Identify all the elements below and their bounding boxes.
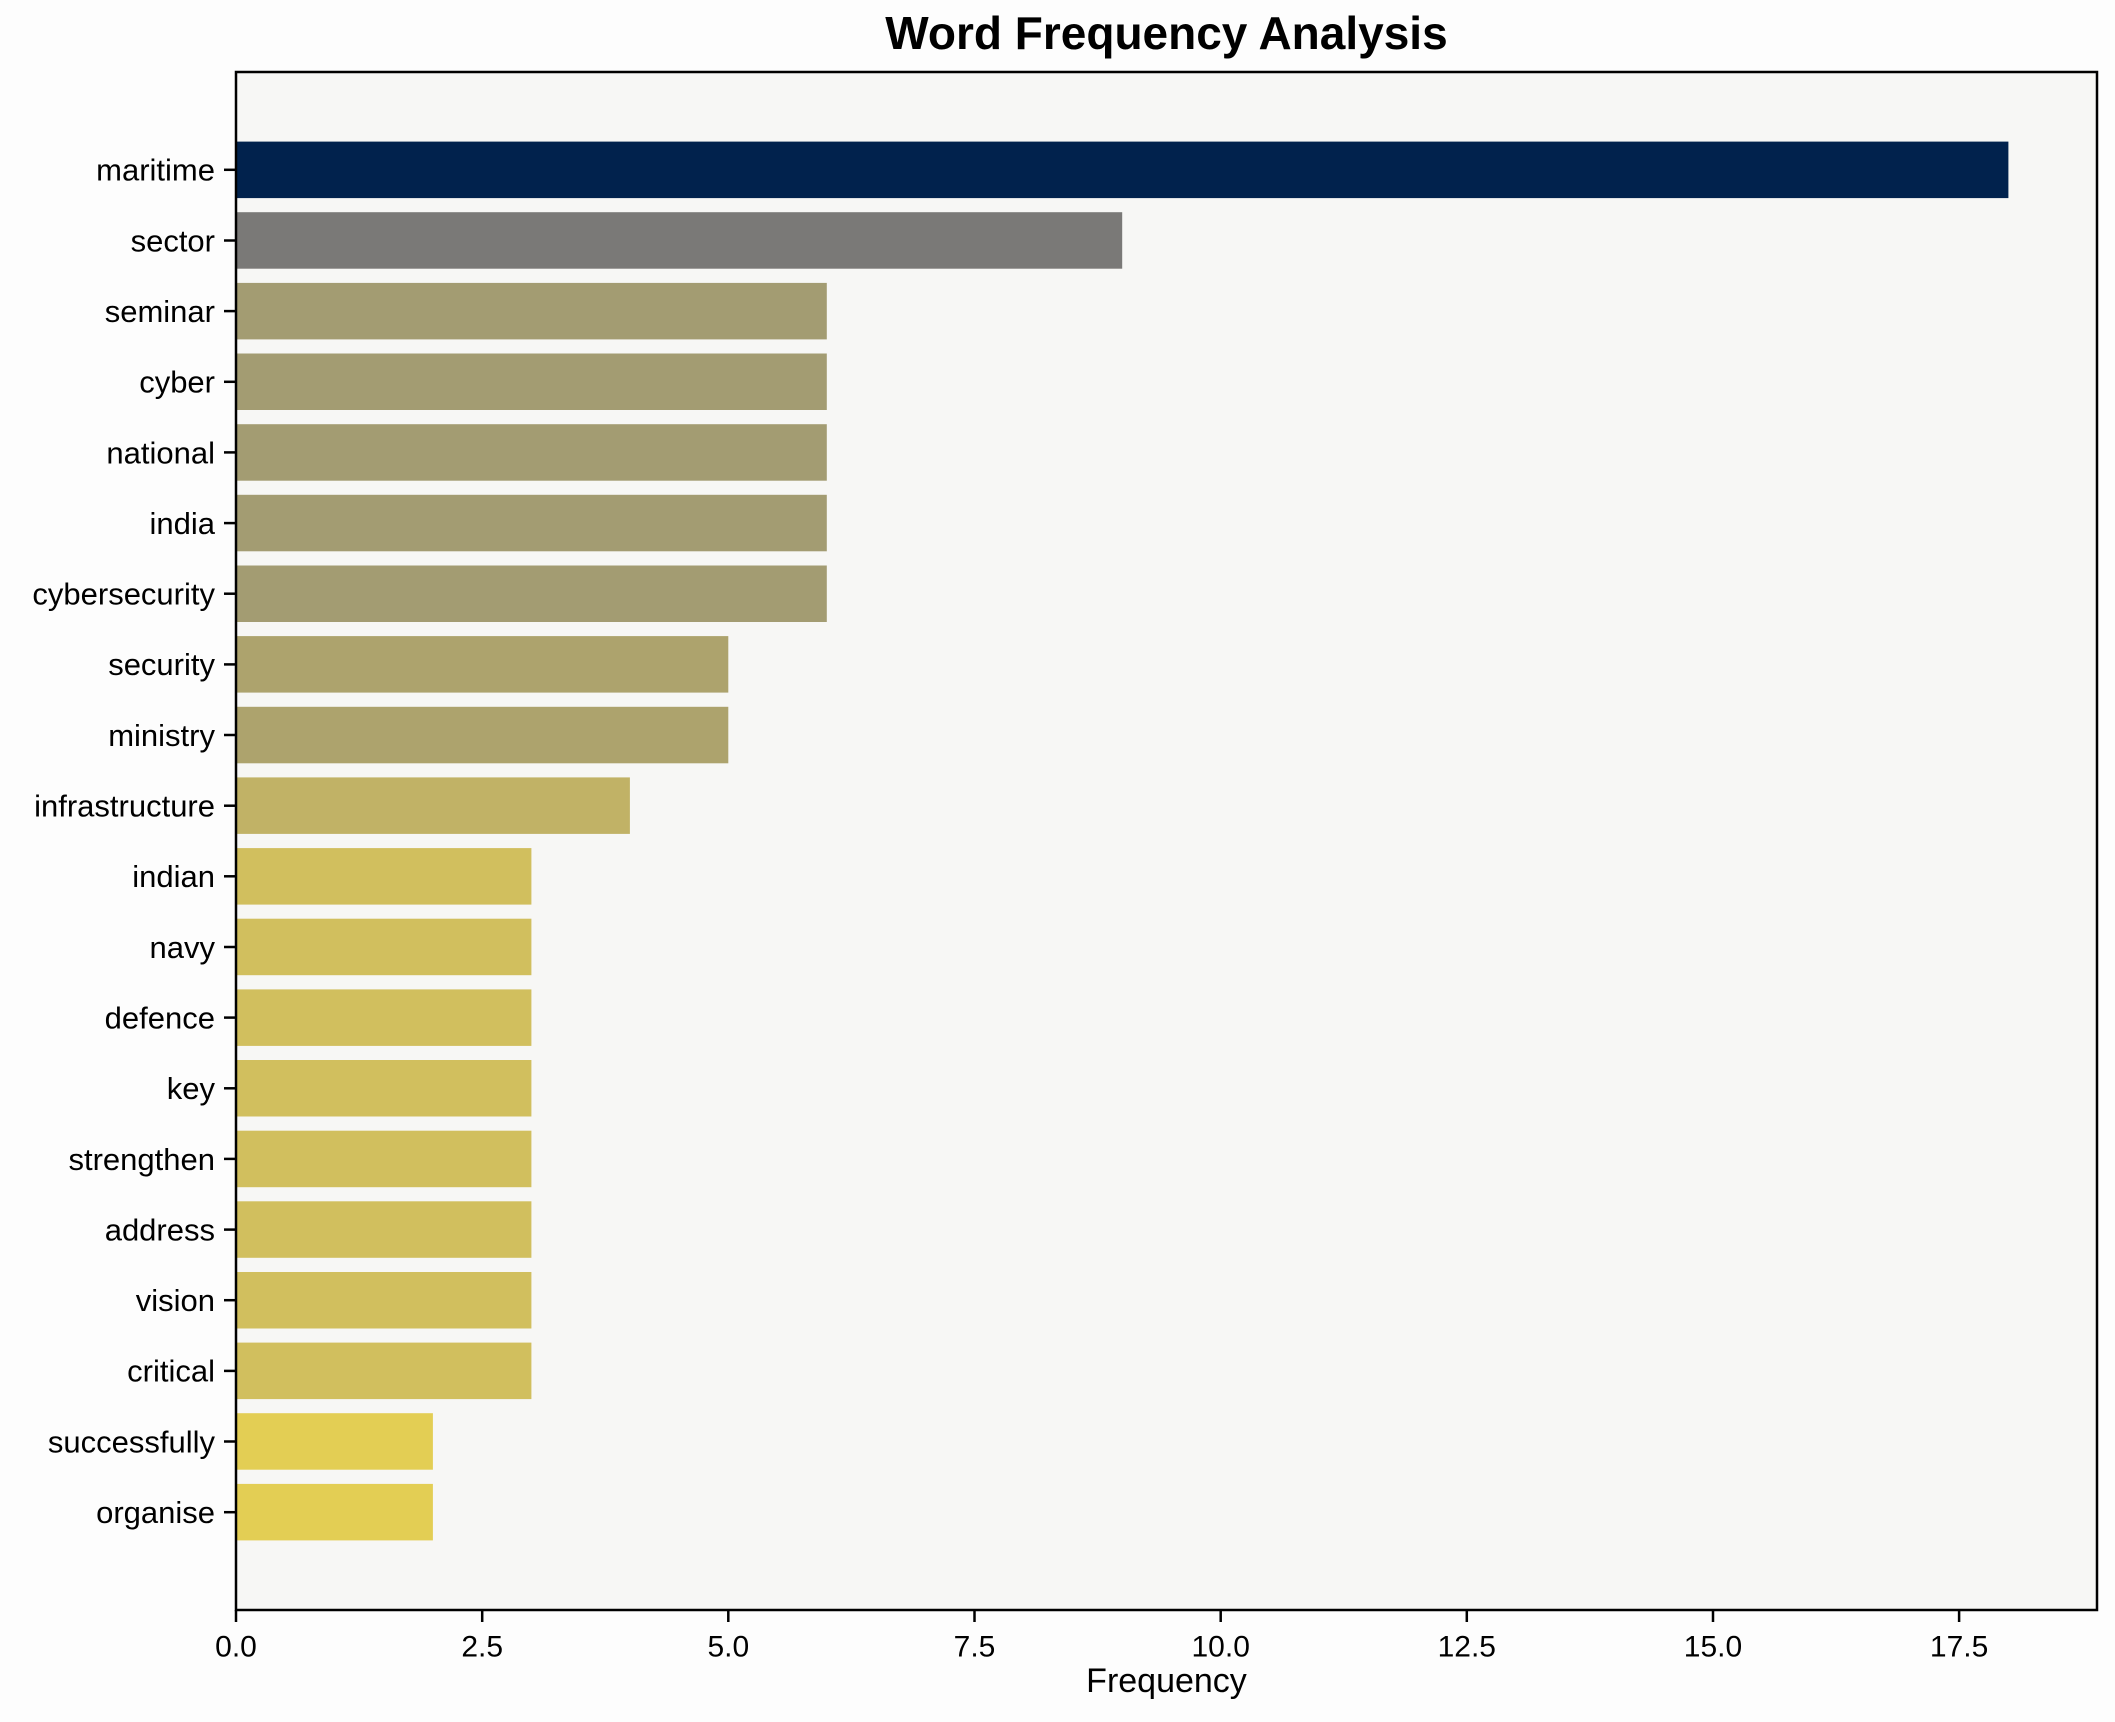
y-tick-label: national <box>106 435 215 470</box>
y-tick-label: security <box>108 647 215 682</box>
y-tick-label: critical <box>127 1354 215 1389</box>
bar-ministry <box>236 706 729 764</box>
bar-organise <box>236 1483 433 1541</box>
axes-box <box>234 70 2099 1612</box>
bar-seminar <box>236 282 827 340</box>
y-tick-label: maritime <box>96 153 215 188</box>
y-tick-label: navy <box>150 930 216 965</box>
bar-security <box>236 636 729 693</box>
x-tick-label: 15.0 <box>1684 1631 1742 1664</box>
y-tick-label: successfully <box>48 1424 216 1459</box>
y-tick-label: defence <box>105 1001 215 1036</box>
bar-maritime <box>236 141 2009 199</box>
bar-national <box>236 424 827 481</box>
y-tick-label: infrastructure <box>34 789 215 824</box>
y-tick-label: cyber <box>139 365 215 400</box>
bar-defence <box>236 989 532 1046</box>
y-tick-label: seminar <box>105 294 215 329</box>
y-tick-label: strengthen <box>69 1142 216 1177</box>
bar-critical <box>236 1342 532 1400</box>
y-tick-label: sector <box>131 223 215 258</box>
bar-navy <box>236 918 532 976</box>
y-tick-label: cybersecurity <box>32 577 215 612</box>
bar-address <box>236 1201 532 1258</box>
bar-sector <box>236 212 1123 269</box>
y-tick-label: india <box>150 506 216 541</box>
chart-title: Word Frequency Analysis <box>885 7 1448 59</box>
y-tick-label: indian <box>132 859 215 894</box>
bar-cyber <box>236 353 827 410</box>
y-tick-label: organise <box>96 1495 215 1530</box>
x-axis-label: Frequency <box>1086 1662 1247 1700</box>
y-tick-label: ministry <box>108 718 215 753</box>
bar-successfully <box>236 1413 433 1470</box>
bar-key <box>236 1060 532 1117</box>
bar-infrastructure <box>236 777 630 834</box>
y-tick-label: key <box>167 1071 216 1106</box>
y-tick-label: address <box>105 1212 215 1247</box>
bar-india <box>236 494 827 552</box>
bar-cybersecurity <box>236 565 827 622</box>
bar-indian <box>236 848 532 905</box>
x-tick-label: 17.5 <box>1930 1631 1988 1664</box>
x-tick-label: 12.5 <box>1438 1631 1496 1664</box>
x-tick-label: 10.0 <box>1192 1631 1250 1664</box>
x-tick-label: 5.0 <box>707 1631 749 1664</box>
bar-vision <box>236 1272 532 1329</box>
bar-strengthen <box>236 1130 532 1188</box>
y-tick-label: vision <box>136 1283 215 1318</box>
x-tick-label: 7.5 <box>954 1631 996 1664</box>
x-tick-label: 2.5 <box>461 1631 503 1664</box>
x-tick-label: 0.0 <box>215 1631 257 1664</box>
